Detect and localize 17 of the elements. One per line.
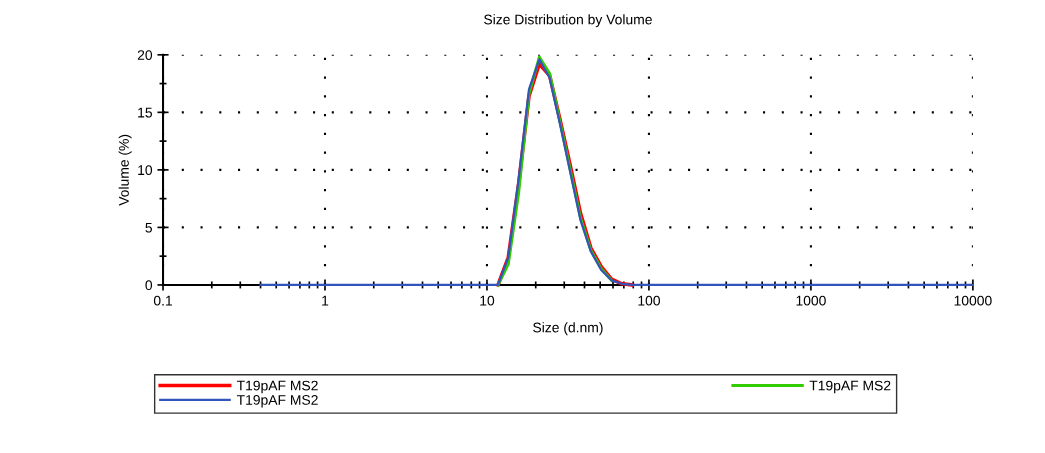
y-axis-title: Volume (%) [118,134,132,206]
x-tick-label: 0.1 [153,295,172,306]
x-axis-title: Size (d.nm) [533,322,603,336]
x-tick-label: 100 [638,295,660,306]
y-tick-label: 20 [137,50,153,60]
y-tick-label: 5 [145,222,153,233]
y-tick-label: 0 [145,280,153,291]
x-tick-label: 10 [480,295,495,306]
legend-label: T19pAF MS2 [809,380,891,394]
x-tick-label: 1 [322,295,329,306]
x-tick-label: 1000 [796,295,826,306]
legend-label: T19pAF MS2 [236,395,318,408]
x-tick-label: 10000 [954,295,992,306]
y-tick-label: 15 [138,107,153,118]
y-tick-label: 10 [138,165,153,176]
legend-label: T19pAF MS2 [236,380,318,394]
chart-title: Size Distribution by Volume [484,14,652,28]
